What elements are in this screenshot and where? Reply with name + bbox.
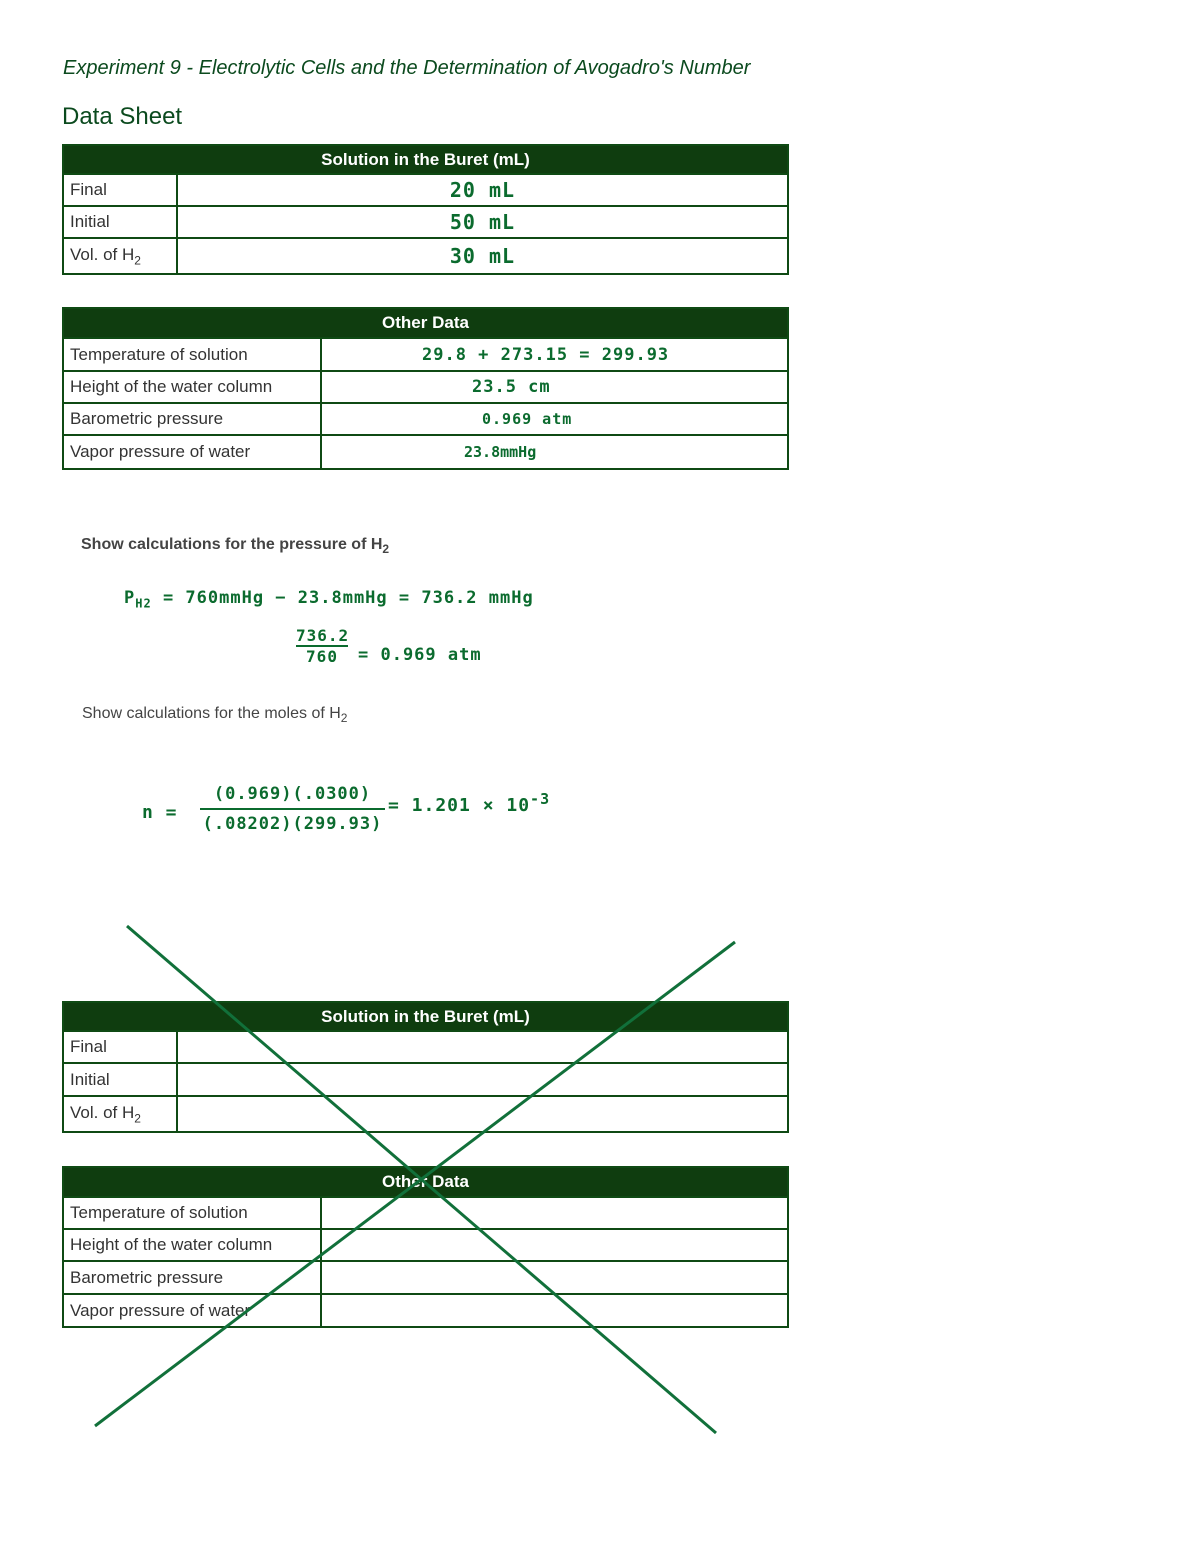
hw-text: = 1.201 × 10 bbox=[388, 795, 531, 816]
moles-lhs: n = bbox=[142, 802, 178, 823]
row-value bbox=[176, 1030, 789, 1064]
table-row: Temperature of solution bbox=[62, 1196, 789, 1230]
subscript: 2 bbox=[134, 1111, 141, 1126]
row-label: Temperature of solution bbox=[62, 337, 322, 372]
buret-table-2: Solution in the Buret (mL) Final Initial… bbox=[62, 1001, 789, 1133]
row-value bbox=[320, 1228, 789, 1262]
row-label: Final bbox=[62, 1030, 178, 1064]
table-row: Final 20 mL bbox=[62, 173, 789, 207]
row-label: Height of the water column bbox=[62, 1228, 322, 1262]
row-value bbox=[176, 1095, 789, 1133]
row-label: Final bbox=[62, 173, 178, 207]
denominator: (.08202)(299.93) bbox=[202, 814, 383, 834]
table-row: Barometric pressure bbox=[62, 1260, 789, 1295]
row-label: Height of the water column bbox=[62, 370, 322, 404]
row-label: Vol. of H2 bbox=[62, 237, 178, 275]
table-row: Height of the water column 23.5 cm bbox=[62, 370, 789, 404]
label-text: Vol. of H bbox=[70, 1102, 135, 1122]
row-value: 29.8 + 273.15 = 299.93 bbox=[320, 337, 789, 372]
subscript: H2 bbox=[135, 596, 152, 611]
row-label: Vapor pressure of water bbox=[62, 434, 322, 470]
numerator: 736.2 bbox=[296, 626, 350, 647]
row-value bbox=[176, 1062, 789, 1097]
row-value: 23.8mmHg bbox=[320, 434, 789, 470]
pressure-calc-line: PH2 = 760mmHg − 23.8mmHg = 736.2 mmHg bbox=[124, 588, 534, 610]
table-heading: Other Data bbox=[62, 307, 789, 339]
row-label: Barometric pressure bbox=[62, 1260, 322, 1295]
table-row: Final bbox=[62, 1030, 789, 1064]
row-value bbox=[320, 1293, 789, 1328]
other-data-table-1: Other Data Temperature of solution 29.8 … bbox=[62, 307, 789, 470]
row-value: 30 mL bbox=[176, 237, 789, 275]
row-label: Initial bbox=[62, 1062, 178, 1097]
section-title: Data Sheet bbox=[62, 103, 183, 130]
hw-text: P bbox=[124, 588, 136, 608]
document-title: Experiment 9 - Electrolytic Cells and th… bbox=[63, 57, 751, 79]
label-text: Show calculations for the moles of H bbox=[82, 705, 341, 722]
subscript: 2 bbox=[382, 542, 390, 557]
row-label: Temperature of solution bbox=[62, 1196, 322, 1230]
label-text: Show calculations for the pressure of H bbox=[81, 536, 383, 553]
table-row: Vapor pressure of water 23.8mmHg bbox=[62, 434, 789, 470]
table-heading: Other Data bbox=[62, 1166, 789, 1198]
table-row: Initial 50 mL bbox=[62, 205, 789, 239]
numerator: (0.969)(.0300) bbox=[200, 784, 385, 810]
pressure-fraction: 736.2 760 bbox=[296, 626, 348, 666]
table-heading: Solution in the Buret (mL) bbox=[62, 1001, 789, 1032]
moles-calc-label: Show calculations for the moles of H2 bbox=[82, 705, 347, 725]
row-label: Barometric pressure bbox=[62, 402, 322, 436]
table-row: Vol. of H2 30 mL bbox=[62, 237, 789, 275]
subscript: 2 bbox=[134, 253, 141, 268]
table-row: Vapor pressure of water bbox=[62, 1293, 789, 1328]
row-value bbox=[320, 1196, 789, 1230]
row-value: 23.5 cm bbox=[320, 370, 789, 404]
row-value: 50 mL bbox=[176, 205, 789, 239]
label-text: Vol. of H bbox=[70, 244, 135, 264]
buret-table-1: Solution in the Buret (mL) Final 20 mL I… bbox=[62, 144, 789, 275]
table-row: Initial bbox=[62, 1062, 789, 1097]
row-value: 0.969 atm bbox=[320, 402, 789, 436]
row-value: 20 mL bbox=[176, 173, 789, 207]
table-row: Temperature of solution 29.8 + 273.15 = … bbox=[62, 337, 789, 372]
moles-result: = 1.201 × 10-3 bbox=[388, 790, 550, 816]
table-row: Height of the water column bbox=[62, 1228, 789, 1262]
table-row: Vol. of H2 bbox=[62, 1095, 789, 1133]
row-label: Vol. of H2 bbox=[62, 1095, 178, 1133]
moles-fraction: (0.969)(.0300) (.08202)(299.93) bbox=[200, 784, 385, 834]
pressure-calc-label: Show calculations for the pressure of H2 bbox=[81, 536, 389, 556]
superscript: -3 bbox=[530, 790, 551, 808]
row-label: Vapor pressure of water bbox=[62, 1293, 322, 1328]
pressure-result: = 0.969 atm bbox=[358, 645, 482, 665]
subscript: 2 bbox=[340, 711, 348, 726]
row-label: Initial bbox=[62, 205, 178, 239]
table-row: Barometric pressure 0.969 atm bbox=[62, 402, 789, 436]
denominator: 760 bbox=[306, 647, 338, 666]
row-value bbox=[320, 1260, 789, 1295]
hw-text: = 760mmHg − 23.8mmHg = 736.2 mmHg bbox=[162, 588, 534, 608]
table-heading: Solution in the Buret (mL) bbox=[62, 144, 789, 175]
other-data-table-2: Other Data Temperature of solution Heigh… bbox=[62, 1166, 789, 1328]
